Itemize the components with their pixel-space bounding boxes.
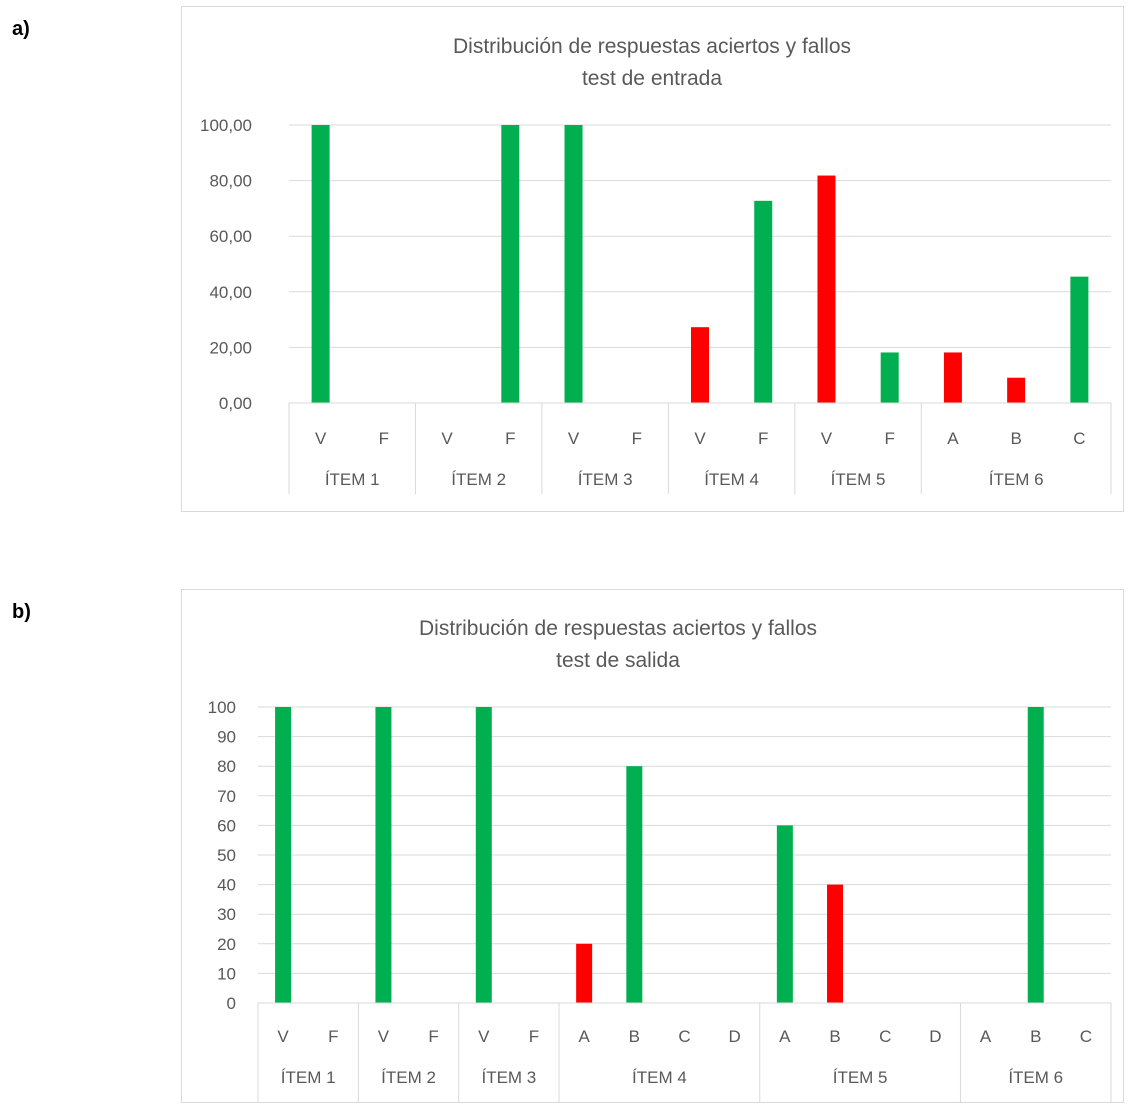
y-tick-label: 50: [217, 846, 236, 865]
chart-a: Distribución de respuestas aciertos y fa…: [200, 35, 1112, 494]
category-label: F: [632, 429, 642, 448]
category-label: V: [277, 1027, 289, 1046]
bar: [275, 707, 292, 1003]
category-label: V: [378, 1027, 390, 1046]
category-label: C: [1073, 429, 1085, 448]
bar: [311, 125, 330, 403]
bar: [576, 943, 593, 1003]
group-label: ÍTEM 6: [1008, 1068, 1063, 1087]
y-tick-label: 70: [217, 787, 236, 806]
y-tick-label: 20,00: [209, 338, 252, 357]
category-label: F: [428, 1027, 438, 1046]
bar: [626, 766, 643, 1003]
panel-label-b: b): [12, 601, 31, 623]
category-label: V: [568, 429, 580, 448]
bar: [1007, 377, 1026, 403]
bar: [776, 825, 793, 1003]
y-tick-label: 80: [217, 757, 236, 776]
group-label: ÍTEM 3: [481, 1068, 536, 1087]
bar: [501, 125, 520, 403]
bar: [817, 175, 836, 403]
bar: [880, 352, 899, 403]
y-tick-label: 100,00: [200, 116, 252, 135]
y-tick-label: 100: [208, 698, 236, 717]
group-label: ÍTEM 4: [632, 1068, 687, 1087]
category-label: V: [478, 1027, 490, 1046]
group-label: ÍTEM 4: [704, 470, 759, 489]
category-label: V: [315, 429, 327, 448]
category-label: V: [441, 429, 453, 448]
category-label: F: [505, 429, 515, 448]
category-label: B: [629, 1027, 640, 1046]
category-label: A: [980, 1027, 992, 1046]
y-tick-label: 60,00: [209, 227, 252, 246]
category-label: B: [1010, 429, 1021, 448]
bar: [1027, 707, 1044, 1003]
y-tick-label: 90: [217, 728, 236, 747]
chart-b: Distribución de respuestas aciertos y fa…: [208, 617, 1112, 1103]
group-label: ÍTEM 1: [281, 1068, 336, 1087]
bar: [564, 125, 583, 403]
category-label: F: [529, 1027, 539, 1046]
group-label: ÍTEM 1: [325, 470, 380, 489]
bar: [375, 707, 392, 1003]
y-tick-label: 80,00: [209, 172, 252, 191]
group-label: ÍTEM 6: [989, 470, 1044, 489]
category-label: F: [379, 429, 389, 448]
category-label: A: [947, 429, 959, 448]
category-label: A: [779, 1027, 791, 1046]
bar: [1070, 276, 1089, 403]
bar: [691, 327, 709, 403]
chart-title-line: Distribución de respuestas aciertos y fa…: [453, 35, 851, 58]
group-label: ÍTEM 5: [833, 1068, 888, 1087]
category-label: F: [884, 429, 894, 448]
y-tick-label: 20: [217, 935, 236, 954]
y-tick-label: 30: [217, 905, 236, 924]
bar: [943, 352, 962, 403]
category-label: B: [829, 1027, 840, 1046]
group-label: ÍTEM 2: [381, 1068, 436, 1087]
group-label: ÍTEM 5: [831, 470, 886, 489]
y-tick-label: 40: [217, 876, 236, 895]
category-label: F: [758, 429, 768, 448]
category-label: C: [879, 1027, 891, 1046]
y-tick-label: 10: [217, 964, 236, 983]
chart-title-line: Distribución de respuestas aciertos y fa…: [419, 617, 817, 640]
bar: [827, 884, 844, 1003]
group-label: ÍTEM 3: [578, 470, 633, 489]
y-tick-label: 0,00: [219, 394, 252, 413]
y-tick-label: 0: [227, 994, 236, 1013]
category-label: V: [821, 429, 833, 448]
chart-a-container: Distribución de respuestas aciertos y fa…: [181, 6, 1124, 512]
category-label: C: [678, 1027, 690, 1046]
category-label: B: [1030, 1027, 1041, 1046]
category-label: D: [729, 1027, 741, 1046]
category-label: V: [694, 429, 706, 448]
panel-label-a: a): [12, 18, 30, 40]
chart-title-line: test de salida: [556, 649, 680, 672]
category-label: A: [578, 1027, 590, 1046]
chart-title-line: test de entrada: [582, 67, 722, 90]
bar: [754, 200, 773, 403]
category-label: D: [929, 1027, 941, 1046]
y-tick-label: 40,00: [209, 283, 252, 302]
bar: [475, 707, 492, 1003]
group-label: ÍTEM 2: [451, 470, 506, 489]
chart-b-container: Distribución de respuestas aciertos y fa…: [181, 589, 1124, 1103]
category-label: C: [1080, 1027, 1092, 1046]
y-tick-label: 60: [217, 816, 236, 835]
category-label: F: [328, 1027, 338, 1046]
